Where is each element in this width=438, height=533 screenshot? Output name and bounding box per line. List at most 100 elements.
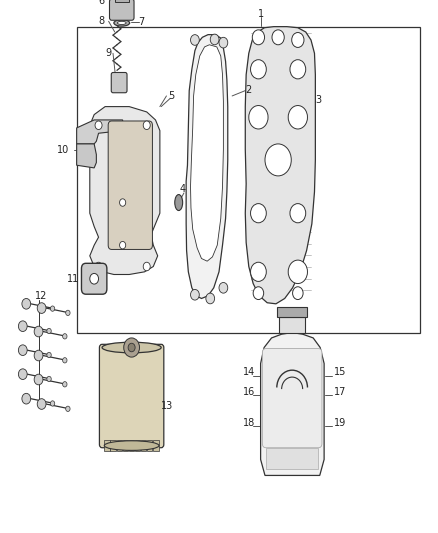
Circle shape xyxy=(251,204,266,223)
FancyBboxPatch shape xyxy=(108,121,152,249)
Circle shape xyxy=(249,106,268,129)
Text: 17: 17 xyxy=(334,387,346,397)
Ellipse shape xyxy=(114,20,130,26)
Text: 18: 18 xyxy=(243,418,255,427)
Text: 8: 8 xyxy=(99,17,105,26)
Bar xyxy=(123,440,128,451)
Circle shape xyxy=(191,35,199,45)
Circle shape xyxy=(66,310,70,316)
Polygon shape xyxy=(186,35,228,298)
Polygon shape xyxy=(90,107,160,274)
Text: 2: 2 xyxy=(246,85,252,94)
Bar xyxy=(147,440,152,451)
Circle shape xyxy=(251,60,266,79)
Bar xyxy=(117,440,122,451)
Text: 11: 11 xyxy=(67,274,79,284)
Ellipse shape xyxy=(175,195,183,211)
Ellipse shape xyxy=(117,21,126,25)
Circle shape xyxy=(47,328,51,334)
Polygon shape xyxy=(77,144,96,168)
Circle shape xyxy=(128,343,135,352)
FancyBboxPatch shape xyxy=(110,0,134,20)
Bar xyxy=(115,0,129,2)
Bar xyxy=(129,440,134,451)
Circle shape xyxy=(206,293,215,304)
Circle shape xyxy=(95,262,102,271)
Bar xyxy=(266,448,318,469)
Circle shape xyxy=(120,241,126,249)
Bar xyxy=(153,440,159,451)
Text: 1: 1 xyxy=(258,9,264,19)
Circle shape xyxy=(288,260,307,284)
Circle shape xyxy=(50,306,55,311)
Circle shape xyxy=(253,287,264,300)
Circle shape xyxy=(63,382,67,387)
Text: 14: 14 xyxy=(243,367,255,377)
Bar xyxy=(279,317,305,333)
Text: 7: 7 xyxy=(138,18,145,27)
Circle shape xyxy=(210,34,219,45)
Text: 9: 9 xyxy=(106,49,112,58)
Text: 3: 3 xyxy=(316,95,322,105)
Circle shape xyxy=(37,399,46,409)
Text: 5W-20: 5W-20 xyxy=(286,456,299,461)
FancyBboxPatch shape xyxy=(111,72,127,93)
Circle shape xyxy=(265,144,291,176)
Circle shape xyxy=(191,289,199,300)
Bar xyxy=(141,440,146,451)
Text: 19: 19 xyxy=(334,418,346,427)
FancyBboxPatch shape xyxy=(81,263,107,294)
Circle shape xyxy=(90,273,99,284)
Circle shape xyxy=(288,106,307,129)
Circle shape xyxy=(143,121,150,130)
Bar xyxy=(110,440,116,451)
Circle shape xyxy=(292,33,304,47)
Polygon shape xyxy=(245,27,315,304)
Circle shape xyxy=(143,262,150,271)
Circle shape xyxy=(18,345,27,356)
Circle shape xyxy=(120,199,126,206)
Circle shape xyxy=(124,338,139,357)
Circle shape xyxy=(63,334,67,339)
Polygon shape xyxy=(261,333,324,475)
Circle shape xyxy=(251,262,266,281)
Bar xyxy=(77,27,420,333)
Text: 10: 10 xyxy=(57,146,69,155)
Bar xyxy=(135,440,140,451)
Circle shape xyxy=(290,204,306,223)
Bar xyxy=(277,307,307,317)
FancyBboxPatch shape xyxy=(262,349,322,448)
Circle shape xyxy=(252,30,265,45)
Circle shape xyxy=(22,298,31,309)
Circle shape xyxy=(95,121,102,130)
Polygon shape xyxy=(77,120,123,144)
Text: 6: 6 xyxy=(99,0,105,6)
Ellipse shape xyxy=(102,342,161,353)
Circle shape xyxy=(34,374,43,385)
Circle shape xyxy=(47,376,51,382)
Circle shape xyxy=(219,37,228,48)
Circle shape xyxy=(47,352,51,358)
Bar xyxy=(104,440,110,451)
Text: 12: 12 xyxy=(35,291,47,301)
Circle shape xyxy=(34,350,43,361)
Circle shape xyxy=(63,358,67,363)
Circle shape xyxy=(18,369,27,379)
Circle shape xyxy=(34,326,43,337)
Circle shape xyxy=(18,321,27,332)
Circle shape xyxy=(37,303,46,313)
Polygon shape xyxy=(191,45,223,261)
Text: MOPAR: MOPAR xyxy=(283,394,301,399)
Circle shape xyxy=(219,282,228,293)
Circle shape xyxy=(290,60,306,79)
Text: 15: 15 xyxy=(334,367,346,377)
Text: 16: 16 xyxy=(243,387,255,397)
Circle shape xyxy=(22,393,31,404)
Circle shape xyxy=(272,30,284,45)
Circle shape xyxy=(66,406,70,411)
Text: 4: 4 xyxy=(180,184,186,194)
Circle shape xyxy=(50,401,55,406)
Text: 13: 13 xyxy=(161,401,173,411)
Ellipse shape xyxy=(104,441,159,450)
FancyBboxPatch shape xyxy=(99,344,164,448)
